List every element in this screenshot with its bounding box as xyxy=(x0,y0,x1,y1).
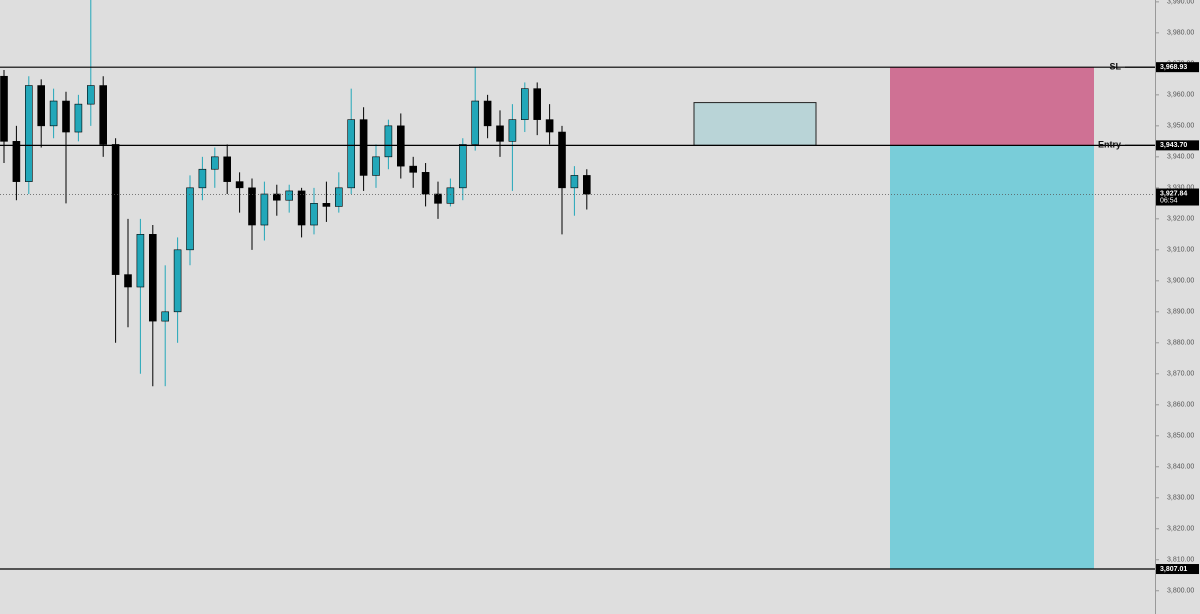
target-zone xyxy=(890,145,1094,570)
y-tick-label: 3,980.00 xyxy=(1167,30,1194,37)
y-tick-label: 3,890.00 xyxy=(1167,309,1194,316)
candle-body xyxy=(582,175,591,195)
candle-body xyxy=(124,274,132,288)
candle-body xyxy=(458,144,467,189)
candle-body xyxy=(260,193,269,226)
y-tick-label: 3,990.00 xyxy=(1167,0,1194,6)
y-tick-label: 3,930.00 xyxy=(1167,185,1194,192)
candle-body xyxy=(211,156,219,170)
candle-body xyxy=(471,100,480,145)
candle-body xyxy=(223,156,231,182)
candle-body xyxy=(49,100,58,127)
candle-body xyxy=(248,187,256,226)
candle-body xyxy=(508,119,517,142)
candle-body xyxy=(347,119,356,189)
candle-body xyxy=(186,187,194,251)
current-price-label: 3,927.84 xyxy=(1160,190,1187,197)
candle-body xyxy=(136,234,145,288)
zone-box xyxy=(693,102,817,146)
candle-body xyxy=(396,125,405,167)
candle-body xyxy=(74,103,83,133)
candle-body xyxy=(37,85,46,127)
candle-body xyxy=(235,181,244,189)
candle-body xyxy=(570,175,579,189)
y-tick-label: 3,830.00 xyxy=(1167,495,1194,502)
candle-body xyxy=(359,119,368,176)
candle-body xyxy=(149,234,157,322)
candle-body xyxy=(272,193,281,201)
current-price-badge xyxy=(1156,188,1199,206)
y-tick-label: 3,820.00 xyxy=(1167,526,1194,533)
candle-body xyxy=(372,156,380,176)
level-label: Entry xyxy=(1098,140,1121,150)
candle-body xyxy=(87,85,95,105)
candle-body xyxy=(111,144,120,275)
candle-body xyxy=(24,85,33,182)
candle-body xyxy=(62,100,70,133)
candle-body xyxy=(533,88,542,120)
candle-body xyxy=(310,203,318,226)
level-label: SL xyxy=(1109,62,1121,72)
price-badge xyxy=(1156,62,1199,73)
candle-body xyxy=(322,203,331,207)
price-badge-label: 3,943.70 xyxy=(1160,142,1187,149)
y-tick-label: 3,880.00 xyxy=(1167,340,1194,347)
y-tick-label: 3,900.00 xyxy=(1167,278,1194,285)
candle-body xyxy=(558,131,566,189)
y-tick-label: 3,950.00 xyxy=(1167,123,1194,130)
candle-body xyxy=(434,193,442,204)
price-badge-label: 3,968.93 xyxy=(1160,64,1187,71)
countdown-label: 06:54 xyxy=(1160,197,1178,204)
y-tick-label: 3,940.00 xyxy=(1167,154,1194,161)
y-tick-label: 3,860.00 xyxy=(1167,402,1194,409)
y-tick-label: 3,810.00 xyxy=(1167,557,1194,564)
candle-body xyxy=(421,172,430,195)
candle-body xyxy=(446,187,455,204)
candle-body xyxy=(99,85,107,145)
candle-body xyxy=(496,125,504,142)
price-badge xyxy=(1156,564,1199,575)
candle-body xyxy=(12,141,21,182)
candle-body xyxy=(334,187,343,207)
candle-body xyxy=(545,119,554,133)
candle-body xyxy=(0,75,8,142)
price-badge-label: 3,807.01 xyxy=(1160,566,1187,573)
y-tick-label: 3,870.00 xyxy=(1167,371,1194,378)
candle-body xyxy=(173,249,182,313)
candle-body xyxy=(198,168,207,189)
candle-body xyxy=(161,311,169,322)
candle-body xyxy=(384,125,393,158)
y-tick-label: 3,920.00 xyxy=(1167,216,1194,223)
candle-body xyxy=(483,100,492,127)
y-tick-label: 3,960.00 xyxy=(1167,92,1194,99)
candle-body xyxy=(285,190,294,201)
candle-body xyxy=(520,88,529,120)
y-tick-label: 3,850.00 xyxy=(1167,433,1194,440)
y-tick-label: 3,840.00 xyxy=(1167,464,1194,471)
candle-body xyxy=(409,165,418,173)
candle-body xyxy=(297,190,306,226)
y-tick-label: 3,910.00 xyxy=(1167,247,1194,254)
price-badge xyxy=(1156,140,1199,151)
y-tick-label: 3,800.00 xyxy=(1167,588,1194,595)
stop-zone xyxy=(890,67,1094,146)
